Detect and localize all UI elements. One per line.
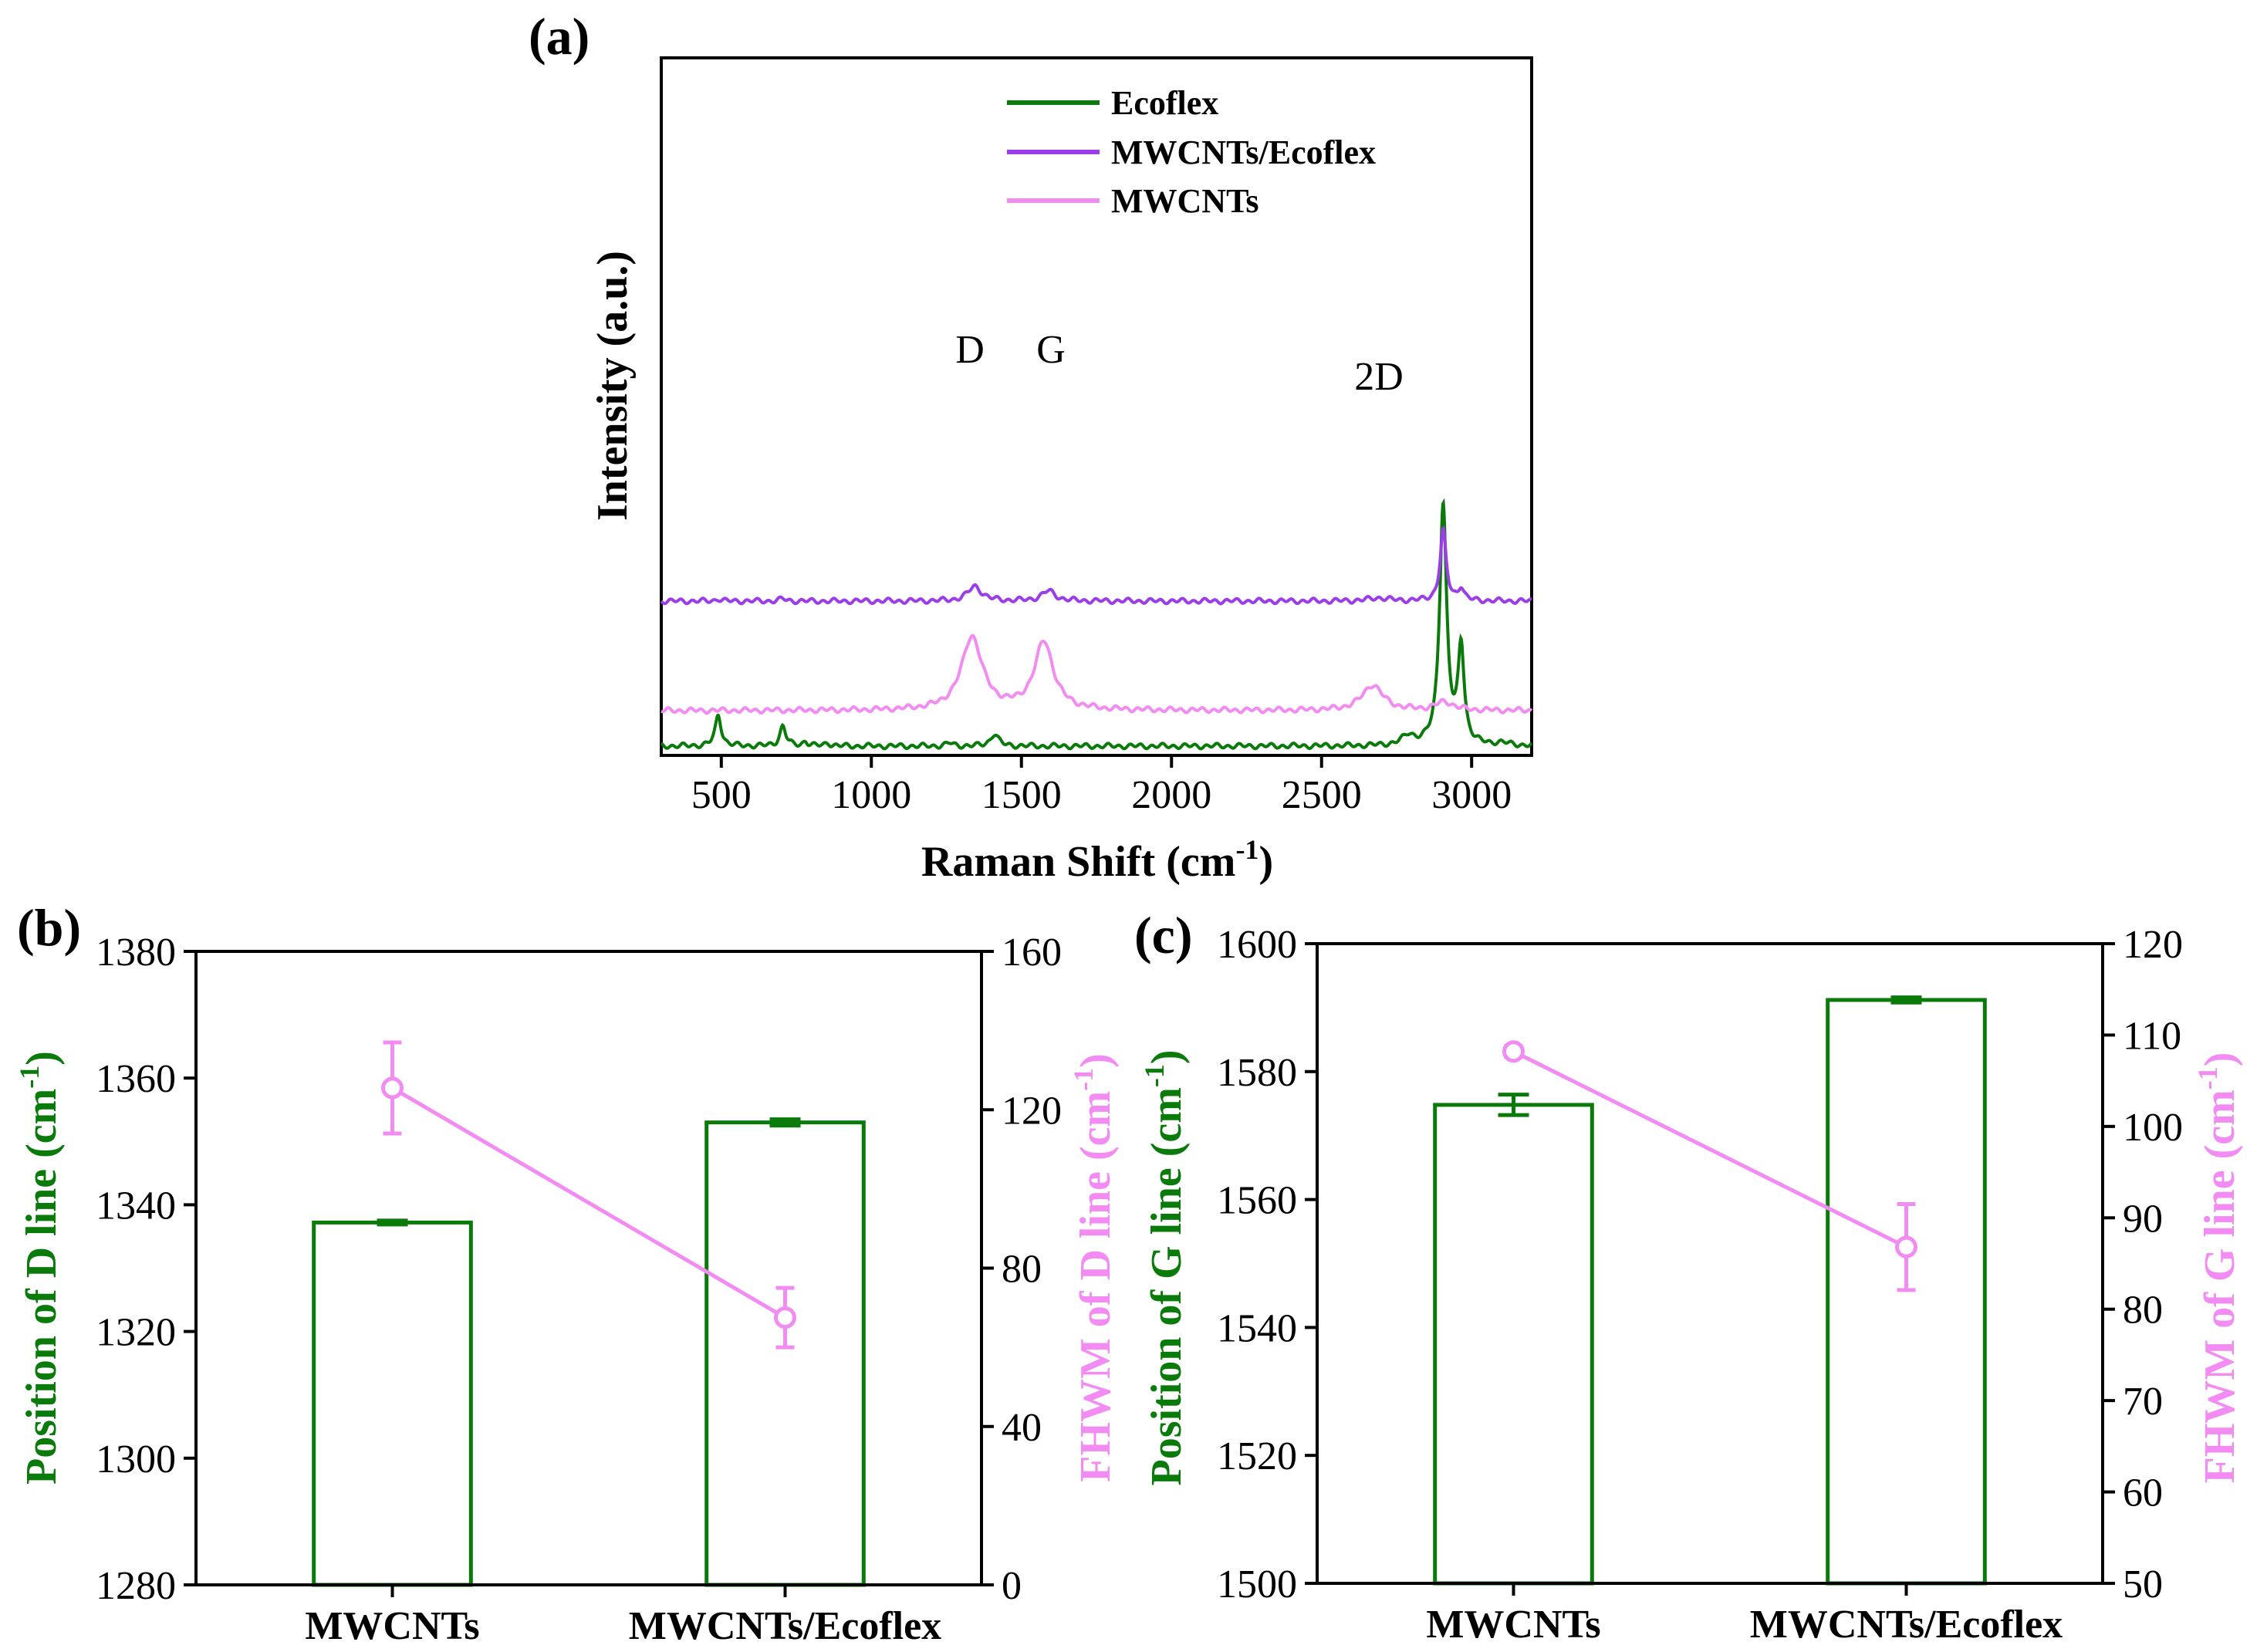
panel-c-y2-tick-label: 70	[2123, 1380, 2163, 1424]
panel-c-ylabel-close: )	[1143, 1049, 1191, 1064]
panel-a-legend: Ecoflex MWCNTs/Ecoflex MWCNTs	[1007, 84, 1376, 220]
series-line-ecoflex	[661, 498, 1533, 751]
panel-c-y2-tick-label: 80	[2123, 1289, 2163, 1333]
panel-c-category-label-mwcnts-ecoflex: MWCNTs/Ecoflex	[1750, 1603, 2063, 1647]
panel-a-x-tick-label: 2500	[1282, 773, 1362, 817]
panel-a-plot-frame	[660, 56, 1533, 757]
panel-b-y-axis-title: Position of D line (cm-1)	[14, 1051, 66, 1485]
panel-b-y2-tick-label: 120	[1002, 1089, 1062, 1133]
panel-c-y-tick-label: 1580	[1217, 1051, 1297, 1095]
legend-label-ecoflex: Ecoflex	[1111, 84, 1218, 122]
panel-c-y2label-main: FHWM of G line (cm	[2196, 1090, 2244, 1483]
panel-c-ticks: 1500 1520 1540 1560 1580 1600 50 60 70 80 90 100 110…	[1217, 923, 2183, 1647]
panel-c-y2-axis-title: FHWM of G line (cm-1)	[2192, 1052, 2244, 1484]
panel-a-xlabel-main: Raman Shift (cm	[921, 838, 1236, 886]
panel-c-fwhm-point-mwcnts	[1502, 1040, 1525, 1063]
peak-label-g: G	[1036, 328, 1066, 372]
panel-b-label: (b)	[17, 898, 81, 957]
series-line-mwcnts-ecoflex	[660, 525, 1532, 606]
panel-b-bar-error-mwcnts	[377, 1218, 408, 1227]
panel-a-x-tick-label: 2000	[1131, 773, 1211, 817]
panel-c-fwhm-line	[1512, 1049, 1907, 1249]
panel-b-y2-tick-label: 80	[1002, 1248, 1042, 1292]
panel-c-y-tick-label: 1520	[1217, 1434, 1297, 1478]
panel-c-y2-tick-label: 120	[2123, 923, 2183, 967]
panel-c-marks	[1433, 995, 1987, 1586]
panel-a-x-tick-label: 500	[691, 773, 752, 817]
panel-c-y2-tick-label: 50	[2123, 1562, 2163, 1606]
panel-a-label: (a)	[529, 7, 590, 66]
panel-b-fwhm-point-mwcnts	[381, 1076, 404, 1100]
panel-c-label: (c)	[1134, 906, 1192, 965]
legend-label-mwcnts-ecoflex: MWCNTs/Ecoflex	[1111, 133, 1376, 171]
panel-b-y-tick-label: 1360	[96, 1057, 176, 1101]
panel-b-y-tick-label: 1280	[96, 1564, 176, 1608]
panel-b-ticks: 1280 1300 1320 1340 1360 1380 0 40 80 120 160 MWCNT…	[96, 931, 1062, 1648]
panel-c-ylabel-sup: -1	[1139, 1064, 1170, 1087]
panel-b-bar-error-mwcnts-ecoflex	[769, 1117, 801, 1128]
panel-a-x-tick-label: 1500	[981, 773, 1062, 817]
panel-c-y-tick-label: 1560	[1217, 1179, 1297, 1223]
panel-c-g-line: (c) 1500 1520 1540 1560 1580 1600 50 60 70 80 90 10…	[1134, 906, 2244, 1647]
panel-b-y-tick-label: 1380	[96, 931, 176, 975]
panel-b-y-tick-label: 1300	[96, 1437, 176, 1481]
panel-b-y2-axis-title: FHWM of D line (cm-1)	[1068, 1053, 1120, 1482]
series-line-mwcnts	[661, 633, 1533, 715]
panel-c-ylabel-main: Position of G line (cm	[1143, 1087, 1191, 1485]
peak-label-2d: 2D	[1354, 355, 1404, 399]
panel-c-y-tick-label: 1600	[1217, 923, 1297, 967]
panel-c-bar-mwcnts	[1433, 1103, 1594, 1586]
panel-b-ylabel-sup: -1	[14, 1066, 45, 1089]
panel-a-xlabel-sup: -1	[1235, 834, 1259, 865]
panel-b-y2label-close: )	[1072, 1053, 1120, 1068]
panel-a-x-tick-label: 1000	[831, 773, 911, 817]
panel-c-category-label-mwcnts: MWCNTs	[1426, 1603, 1600, 1647]
panel-b-bar-mwcnts-ecoflex	[704, 1120, 866, 1587]
panel-a-x-ticks: 500 1000 1500 2000 2500 3000	[691, 755, 1512, 817]
panel-a-xlabel-close: )	[1259, 838, 1273, 886]
panel-c-y2-tick-label: 60	[2123, 1471, 2163, 1515]
panel-a-raman-spectra: (a) 500 1000 1500 2000 2500 3000 Raman Shift …	[529, 7, 1533, 886]
legend-label-mwcnts: MWCNTs	[1111, 182, 1259, 220]
panel-c-bar-error-mwcnts-ecoflex	[1890, 995, 1922, 1005]
panel-c-y2-tick-label: 110	[2123, 1014, 2181, 1058]
panel-b-marks	[312, 1040, 866, 1587]
panel-c-plot-frame	[1316, 942, 2104, 1585]
panel-c-y2label-sup: -1	[2192, 1066, 2223, 1090]
panel-b-category-label-mwcnts-ecoflex: MWCNTs/Ecoflex	[629, 1604, 941, 1648]
panel-a-spectra-lines	[660, 498, 1533, 751]
panel-a-x-axis-title: Raman Shift (cm-1)	[921, 834, 1273, 886]
peak-label-d: D	[955, 328, 985, 372]
panel-a-y-axis-title: Intensity (a.u.)	[589, 251, 637, 521]
panel-c-bar-error-mwcnts	[1498, 1093, 1529, 1117]
panel-b-ylabel-close: )	[18, 1051, 66, 1066]
panel-b-fwhm-line	[391, 1086, 786, 1319]
panel-b-category-label-mwcnts: MWCNTs	[305, 1604, 479, 1648]
panel-b-y2-tick-label: 40	[1002, 1406, 1042, 1450]
panel-c-fwhm-point-mwcnts-ecoflex	[1895, 1235, 1917, 1258]
panel-b-ylabel-main: Position of D line (cm	[18, 1089, 66, 1485]
panel-c-y2label-close: )	[2196, 1052, 2244, 1067]
panel-c-y-tick-label: 1540	[1217, 1306, 1297, 1350]
panel-b-y2label-main: FHWM of D line (cm	[1072, 1091, 1120, 1482]
panel-c-y-tick-label: 1500	[1217, 1562, 1297, 1606]
panel-b-d-line: (b) 1280 1300 1320 1340 1360 1380 0 40 80 120 160 M…	[14, 898, 1120, 1648]
panel-c-y-axis-title: Position of G line (cm-1)	[1139, 1049, 1191, 1485]
panel-b-bar-mwcnts	[312, 1220, 473, 1587]
panel-b-y-tick-label: 1340	[96, 1184, 176, 1228]
panel-c-y2-tick-label: 100	[2123, 1106, 2183, 1150]
panel-c-y2-tick-label: 90	[2123, 1197, 2163, 1241]
panel-b-y2label-sup: -1	[1068, 1068, 1099, 1091]
panel-a-x-tick-label: 3000	[1431, 773, 1512, 817]
panel-b-y2-tick-label: 0	[1002, 1564, 1022, 1608]
panel-b-y2-tick-label: 160	[1002, 931, 1062, 975]
panel-b-fwhm-point-mwcnts-ecoflex	[774, 1306, 796, 1329]
panel-b-y-tick-label: 1320	[96, 1311, 176, 1355]
